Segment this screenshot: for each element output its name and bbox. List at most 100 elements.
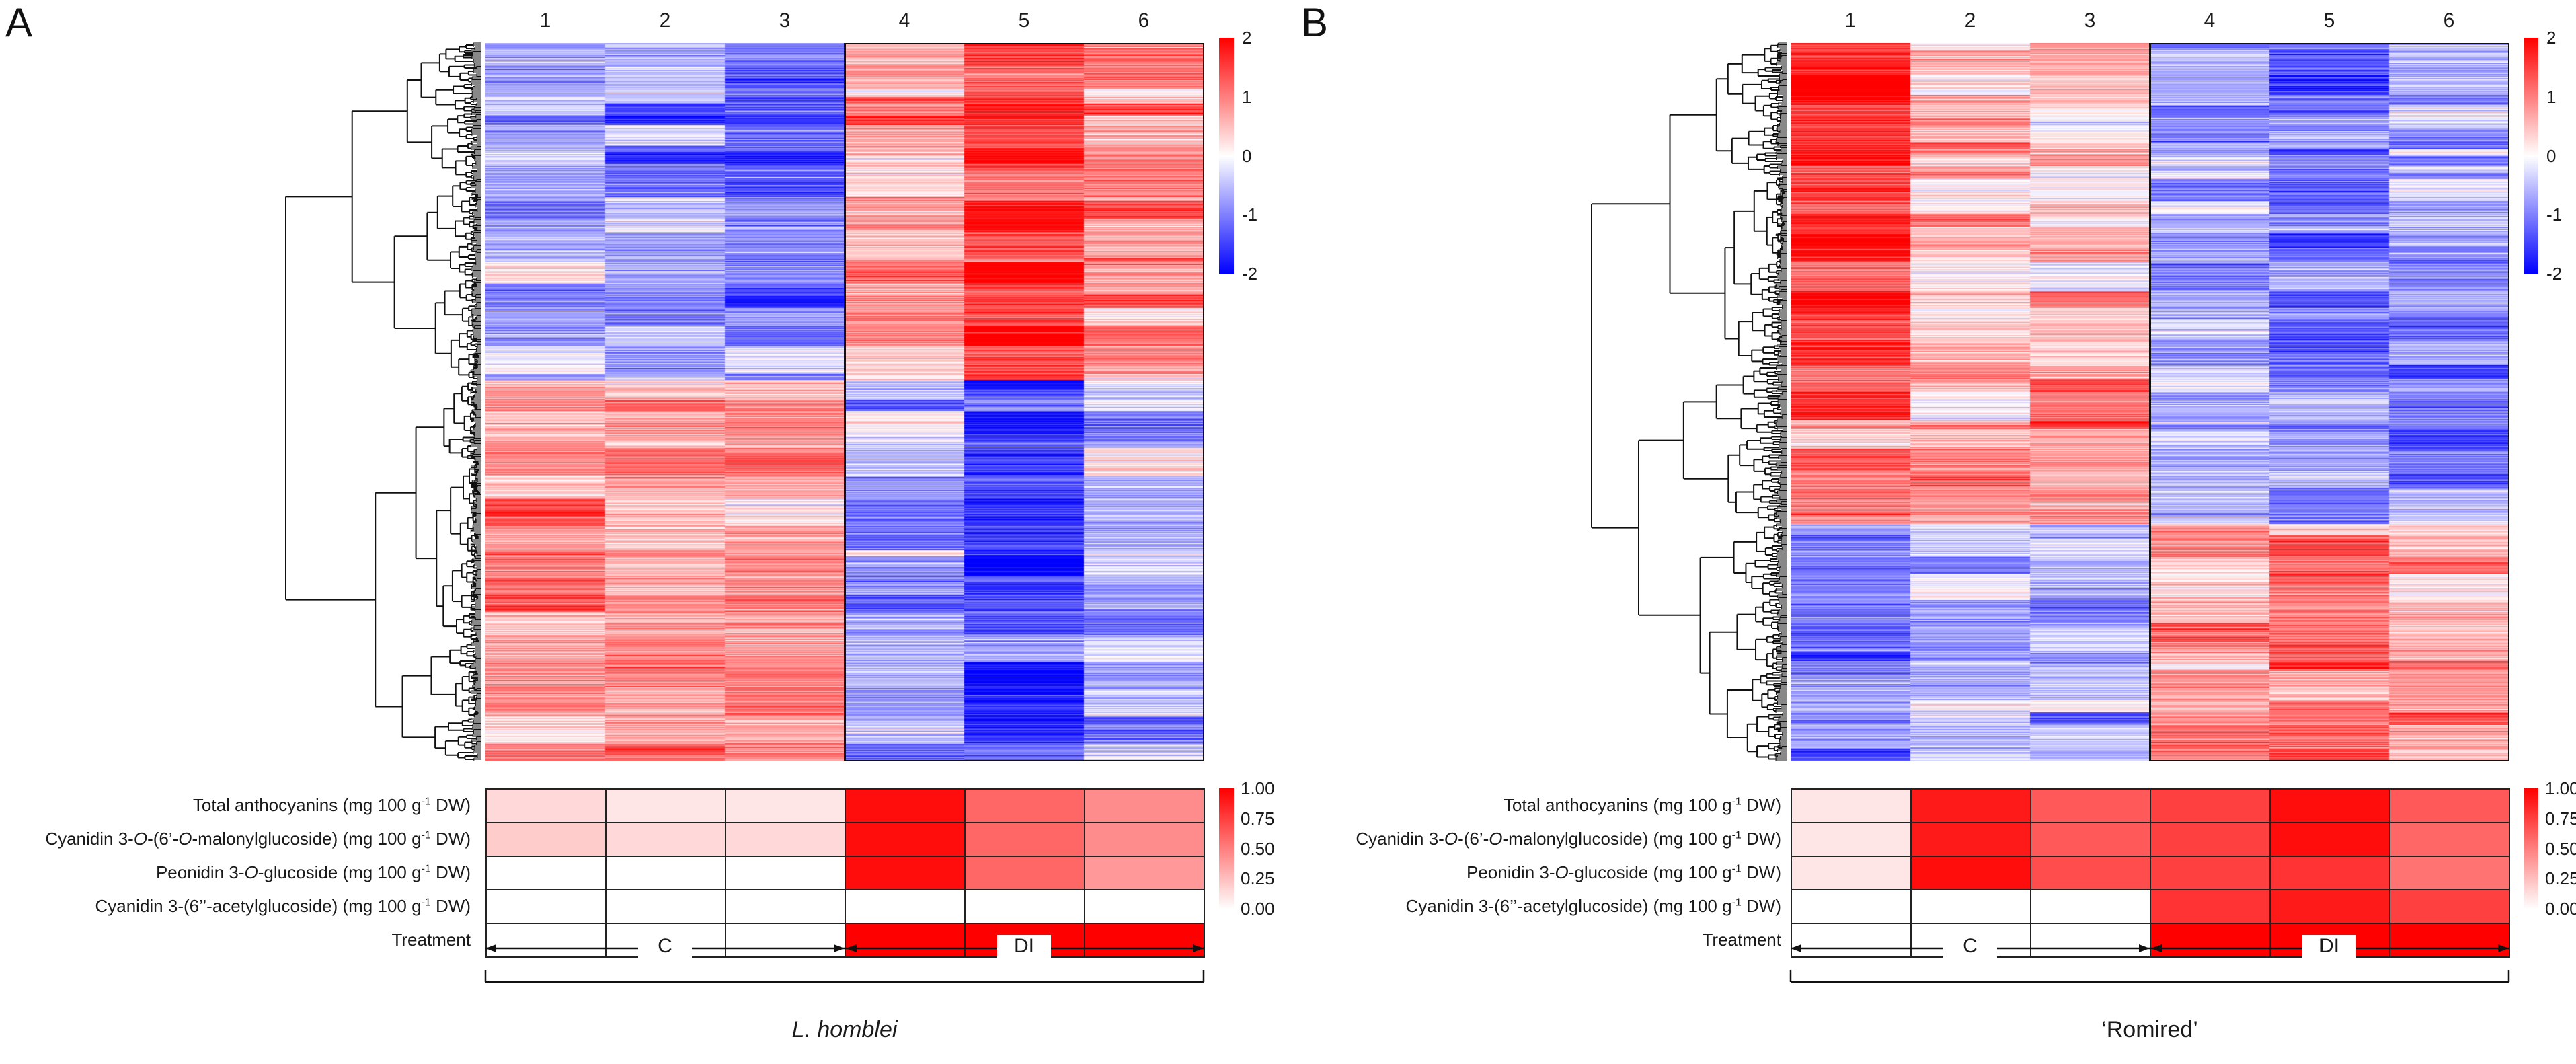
row-dendrogram xyxy=(1591,42,1787,761)
trait-cell xyxy=(1910,788,2031,823)
treatment-divider xyxy=(2149,43,2150,761)
trait-label-part: Cyanidin 3- xyxy=(45,829,134,849)
trait-cell xyxy=(2030,923,2151,958)
trait-cell xyxy=(725,822,846,857)
trait-colorbar-tick: 0.00 xyxy=(2545,899,2576,919)
trait-cell xyxy=(485,889,607,924)
trait-cell xyxy=(1791,822,1912,857)
trait-cell xyxy=(2269,856,2390,890)
trait-label: Treatment xyxy=(1702,929,1781,950)
trait-label-part: Treatment xyxy=(1702,929,1781,950)
trait-label-part: O xyxy=(1444,829,1458,849)
trait-colorbar-tick: 1.00 xyxy=(2545,778,2576,798)
trait-cell xyxy=(725,889,846,924)
column-label: 3 xyxy=(779,9,791,32)
trait-cell xyxy=(1791,856,1912,890)
trait-label-part: O xyxy=(133,829,148,849)
trait-label: Cyanidin 3-(6’’-acetylglucoside) (mg 100… xyxy=(95,896,471,917)
column-label: 6 xyxy=(1138,9,1150,32)
trait-cell xyxy=(1791,923,1912,958)
trait-label: Peonidin 3-O-glucoside (mg 100 g-1 DW) xyxy=(156,862,471,883)
trait-label-part: -1 xyxy=(1731,863,1742,875)
trait-label-part: -1 xyxy=(1731,829,1742,841)
trait-cell xyxy=(725,923,846,958)
group-label-c: C xyxy=(1943,935,1997,958)
trait-cell xyxy=(2389,822,2510,857)
trait-label-part: -1 xyxy=(421,897,431,909)
trait-cell xyxy=(485,856,607,890)
trait-label-part: -malonylglucoside) (mg 100 g xyxy=(1502,829,1732,849)
trait-cell xyxy=(2269,788,2390,823)
colorbar-tick: 0 xyxy=(1242,145,1252,166)
trait-cell xyxy=(1910,856,2031,890)
colorbar-tick: 0 xyxy=(2546,145,2557,166)
trait-label-part: DW) xyxy=(1741,862,1781,882)
column-label: 5 xyxy=(1018,9,1030,32)
colorbar-tick: 2 xyxy=(2546,28,2557,48)
trait-label-part: O xyxy=(178,829,192,849)
trait-cell xyxy=(1791,889,1912,924)
trait-cell xyxy=(485,788,607,823)
trait-cell xyxy=(605,788,726,823)
column-label: 5 xyxy=(2323,9,2335,32)
trait-cell xyxy=(964,788,1085,823)
trait-cell xyxy=(2150,923,2271,958)
trait-label-part: DW) xyxy=(430,829,471,849)
trait-cell xyxy=(485,822,607,857)
trait-cell xyxy=(845,822,966,857)
trait-label: Total anthocyanins (mg 100 g-1 DW) xyxy=(193,795,471,816)
trait-cell xyxy=(1084,822,1205,857)
column-label: 2 xyxy=(659,9,671,32)
trait-label-part: -(6’- xyxy=(1458,829,1489,849)
trait-label-part: -1 xyxy=(421,796,431,808)
trait-label-part: DW) xyxy=(1741,795,1781,815)
trait-colorbar-tick: 1.00 xyxy=(1241,778,1275,798)
trait-label-part: Cyanidin 3-(6’’-acetylglucoside) (mg 100… xyxy=(1405,896,1732,916)
trait-cell xyxy=(1910,889,2031,924)
trait-cell xyxy=(2150,822,2271,857)
trait-cell xyxy=(964,822,1085,857)
trait-label-part: -1 xyxy=(421,829,431,841)
colorbar-tick: 1 xyxy=(2546,86,2557,107)
trait-cell xyxy=(485,923,607,958)
trait-colorbar-tick: 0.25 xyxy=(1241,868,1275,889)
trait-label-part: O xyxy=(1489,829,1503,849)
trait-cell xyxy=(2030,856,2151,890)
colorbar-tick: 1 xyxy=(1242,86,1252,107)
trait-cell xyxy=(605,856,726,890)
trait-cell xyxy=(845,856,966,890)
trait-cell xyxy=(2030,788,2151,823)
trait-label-part: -glucoside (mg 100 g xyxy=(1568,862,1732,882)
trait-label-part: DW) xyxy=(430,862,471,882)
trait-label-part: Treatment xyxy=(391,929,471,950)
trait-label: Cyanidin 3-O-(6’-O-malonylglucoside) (mg… xyxy=(1356,829,1781,849)
trait-cell xyxy=(2150,856,2271,890)
trait-cell xyxy=(2389,923,2510,958)
trait-cell xyxy=(2150,889,2271,924)
trait-colorbar-tick: 0.50 xyxy=(2545,838,2576,859)
trait-label: Total anthocyanins (mg 100 g-1 DW) xyxy=(1504,795,1781,816)
trait-label-part: DW) xyxy=(1741,896,1781,916)
trait-label-part: -1 xyxy=(421,863,431,875)
trait-cell xyxy=(2030,889,2151,924)
trait-cell xyxy=(2389,788,2510,823)
colorbar-tick: -1 xyxy=(1242,204,1258,225)
panel-letter: A xyxy=(5,0,33,45)
trait-label-part: Peonidin 3- xyxy=(155,862,245,882)
group-label-di: DI xyxy=(997,935,1051,958)
trait-label-part: -glucoside (mg 100 g xyxy=(258,862,422,882)
trait-cell xyxy=(964,856,1085,890)
trait-label-part: -1 xyxy=(1731,796,1742,808)
trait-label-part: -1 xyxy=(1731,897,1742,909)
trait-cell xyxy=(1084,856,1205,890)
column-label: 4 xyxy=(2203,9,2216,32)
trait-cell xyxy=(845,923,966,958)
trait-cell xyxy=(725,856,846,890)
trait-cell xyxy=(845,889,966,924)
colorbar-tick: 2 xyxy=(1242,28,1252,48)
colorbar-tick: -1 xyxy=(2546,204,2563,225)
trait-label-part: Total anthocyanins (mg 100 g xyxy=(192,795,422,815)
expression-colorbar xyxy=(2524,38,2538,274)
trait-label-part: DW) xyxy=(430,896,471,916)
species-label: ‘Romired’ xyxy=(2101,1017,2198,1042)
